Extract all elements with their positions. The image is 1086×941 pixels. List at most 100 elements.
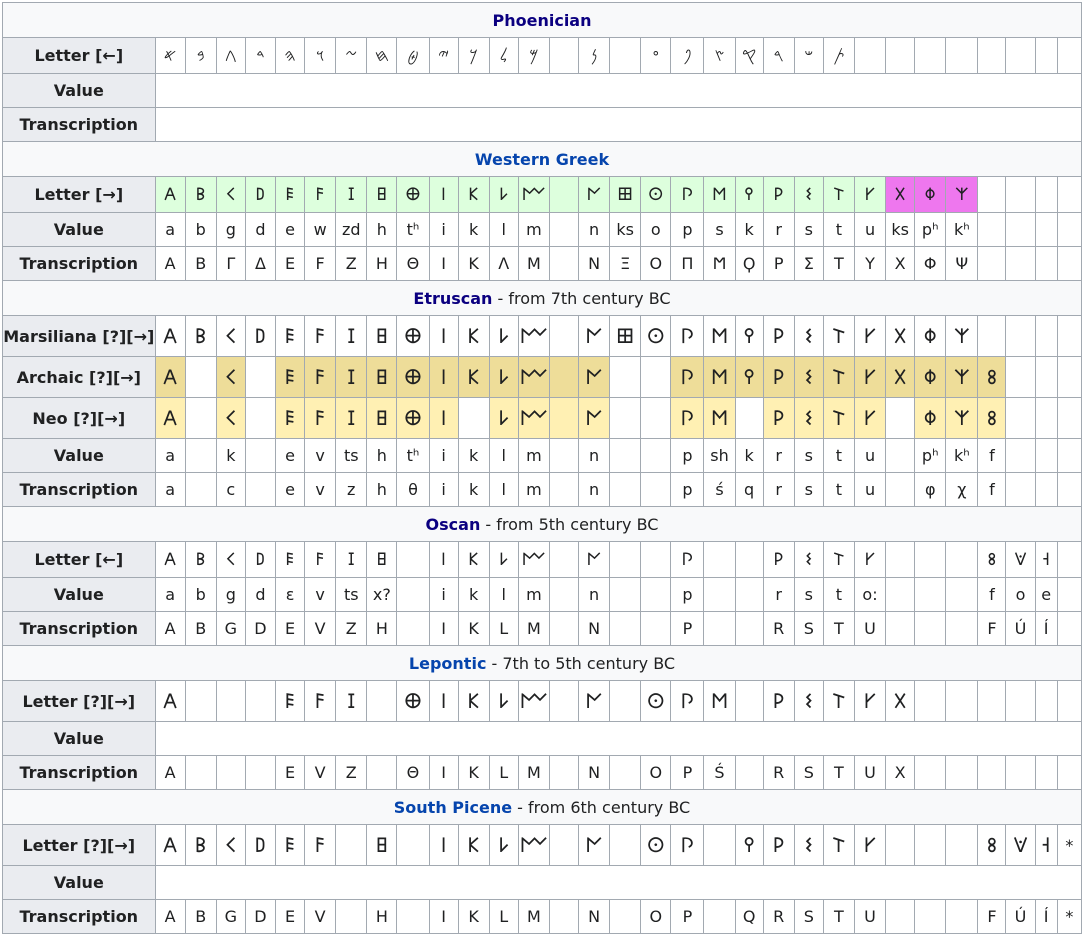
south-picene-link[interactable]: South Picene (393, 797, 513, 817)
letter-glyph-cell: 𐌇 (366, 541, 398, 578)
letter-value-cell: ɛ (274, 577, 306, 612)
letter-glyph-cell: 𐌌 (517, 680, 550, 722)
letter-glyph-cell: 𐌍 (578, 680, 611, 722)
letter-glyph-cell: 𐌎 (609, 176, 642, 213)
letter-glyph-cell: 𐌘 (914, 315, 947, 357)
letter-value-cell: o (640, 212, 672, 247)
letter-value-cell: Ú (1005, 611, 1036, 646)
letter-glyph-cell: 𐤆 (335, 37, 368, 74)
letter-value-cell: ks (609, 212, 642, 247)
etruscan-row-marsiliana: Marsiliana [?][→] 𐌀 𐌁 𐌂 𐌃 𐌄 𐌅 𐌆 𐌇 𐌈 𐌉 𐌊 𐌋 𐌌 𐌍 𐌎 𐌏 𐌐 𐌑 𐌒 𐌓 𐌔 𐌕 𐌖… (2, 315, 1083, 357)
letter-glyph-cell: 𐤍 (578, 37, 611, 74)
letter-value-cell: Κ (457, 246, 490, 281)
letter-value-cell: a (154, 577, 186, 612)
letter-glyph-cell: 𐌉 (428, 680, 459, 722)
letter-value-cell: T (822, 611, 855, 646)
letter-glyph-cell: 𐌋 (488, 356, 519, 398)
letter-value-cell (548, 611, 580, 646)
lepontic-link[interactable]: Lepontic (408, 653, 487, 673)
letter-value-cell: φ (914, 472, 947, 507)
letter-glyph-cell: 𐌌 (517, 541, 550, 578)
letter-value-cell (945, 899, 979, 934)
letter-value-cell (914, 577, 947, 612)
letter-glyph-cell (1005, 315, 1036, 357)
letter-glyph-cell: 𐌋 (488, 824, 519, 866)
letter-value-cell: s (793, 438, 824, 473)
letter-glyph-cell: 𐌌 (517, 356, 550, 398)
letter-glyph-cell: 𐌕 (822, 356, 855, 398)
section-title-cell: South Picene - from 6th century BC (2, 789, 1082, 825)
oscan-link[interactable]: Oscan (425, 514, 481, 534)
letter-glyph-cell: 𐌇 (366, 397, 398, 439)
letter-glyph-cell (609, 541, 642, 578)
letter-glyph-cell: 𐌕 (822, 680, 855, 722)
letter-value-cell (885, 577, 916, 612)
phoenician-link[interactable]: Phoenician (492, 10, 592, 30)
letter-value-cell: ks (885, 212, 916, 247)
etruscan-link[interactable]: Etruscan (413, 288, 493, 308)
letter-glyph-cell (914, 37, 947, 74)
letter-glyph-cell: 𐌆 (335, 397, 368, 439)
letter-glyph-cell: 𐌖 (853, 397, 887, 439)
letter-value-cell: p (670, 577, 705, 612)
letter-glyph-cell: 𐌈 (396, 680, 430, 722)
letter-glyph-cell: 𐌅 (304, 315, 337, 357)
extra-letter-cell (1056, 37, 1083, 74)
letter-value-cell: e (274, 472, 306, 507)
letter-value-cell: Υ (853, 246, 887, 281)
letter-value-cell: i (428, 577, 459, 612)
western-greek-link[interactable]: Western Greek (474, 149, 610, 169)
letter-glyph-cell: 𐌁 (184, 824, 217, 866)
section-header-etruscan: Etruscan - from 7th century BC (2, 280, 1082, 316)
letter-glyph-cell: 𐤃 (244, 37, 276, 74)
letter-glyph-cell: 𐌅 (304, 356, 337, 398)
letter-glyph-cell: 𐌋 (488, 541, 519, 578)
letter-value-cell: Η (366, 246, 398, 281)
letter-value-cell: R (762, 755, 795, 790)
row-label: Archaic [?][→] (2, 356, 156, 398)
section-header-lepontic: Lepontic - 7th to 5th century BC (2, 645, 1082, 681)
letter-value-cell: S (793, 899, 824, 934)
letter-glyph-cell (1034, 397, 1058, 439)
letter-value-cell: R (762, 899, 795, 934)
letter-value-cell (1034, 472, 1058, 507)
letter-glyph-cell: 𐌊 (457, 176, 490, 213)
letter-value-cell: N (578, 899, 611, 934)
south-picene-row-letter: Letter [?][→] 𐌀 𐌁 𐌂 𐌃 𐌄 𐌅 𐌇 𐌉 𐌊 𐌋 𐌌 𐌍 𐌏 𐌐 𐌒 𐌓 𐌔 𐌕 𐌖 𐌚 𐌞 𐌝 * (2, 824, 1083, 866)
letter-glyph-cell (945, 37, 979, 74)
letter-glyph-cell (734, 397, 764, 439)
letter-value-cell: θ (396, 472, 430, 507)
letter-glyph-cell: 𐌀 (154, 315, 186, 357)
letter-glyph-cell: 𐌋 (488, 315, 519, 357)
phoenician-row-transcription: Transcription (2, 107, 1083, 142)
letter-glyph-cell: 𐤀 (154, 37, 186, 74)
letter-glyph-cell: 𐌌 (517, 824, 550, 866)
letter-glyph-cell (977, 176, 1007, 213)
letter-value-cell (1005, 246, 1036, 281)
letter-value-cell: v (304, 472, 337, 507)
letter-glyph-cell: 𐌙 (945, 356, 979, 398)
row-label: Marsiliana [?][→] (2, 315, 156, 357)
letter-value-cell (734, 755, 764, 790)
letter-glyph-cell: 𐌏 (640, 176, 672, 213)
letter-value-cell (366, 755, 398, 790)
letter-value-cell: n (578, 472, 611, 507)
letter-value-cell: E (274, 755, 306, 790)
letter-value-cell: a (154, 438, 186, 473)
letter-glyph-cell: 𐌂 (215, 176, 246, 213)
letter-value-cell (609, 472, 642, 507)
letter-value-cell: I (428, 899, 459, 934)
letter-value-cell: U (853, 899, 887, 934)
letter-glyph-cell: 𐌖 (853, 541, 887, 578)
letter-glyph-cell: 𐌘 (914, 176, 947, 213)
letter-glyph-cell: 𐌙 (945, 315, 979, 357)
letter-value-cell (244, 438, 276, 473)
letter-value-cell: Ú (1005, 899, 1036, 934)
letter-value-cell: G (215, 899, 246, 934)
letter-glyph-cell: 𐤁 (184, 37, 217, 74)
extra-letter-cell (1056, 472, 1083, 507)
letter-glyph-cell: 𐌓 (762, 541, 795, 578)
letter-glyph-cell: 𐌏 (640, 680, 672, 722)
row-label: Neo [?][→] (2, 397, 156, 439)
letter-glyph-cell: 𐌉 (428, 356, 459, 398)
